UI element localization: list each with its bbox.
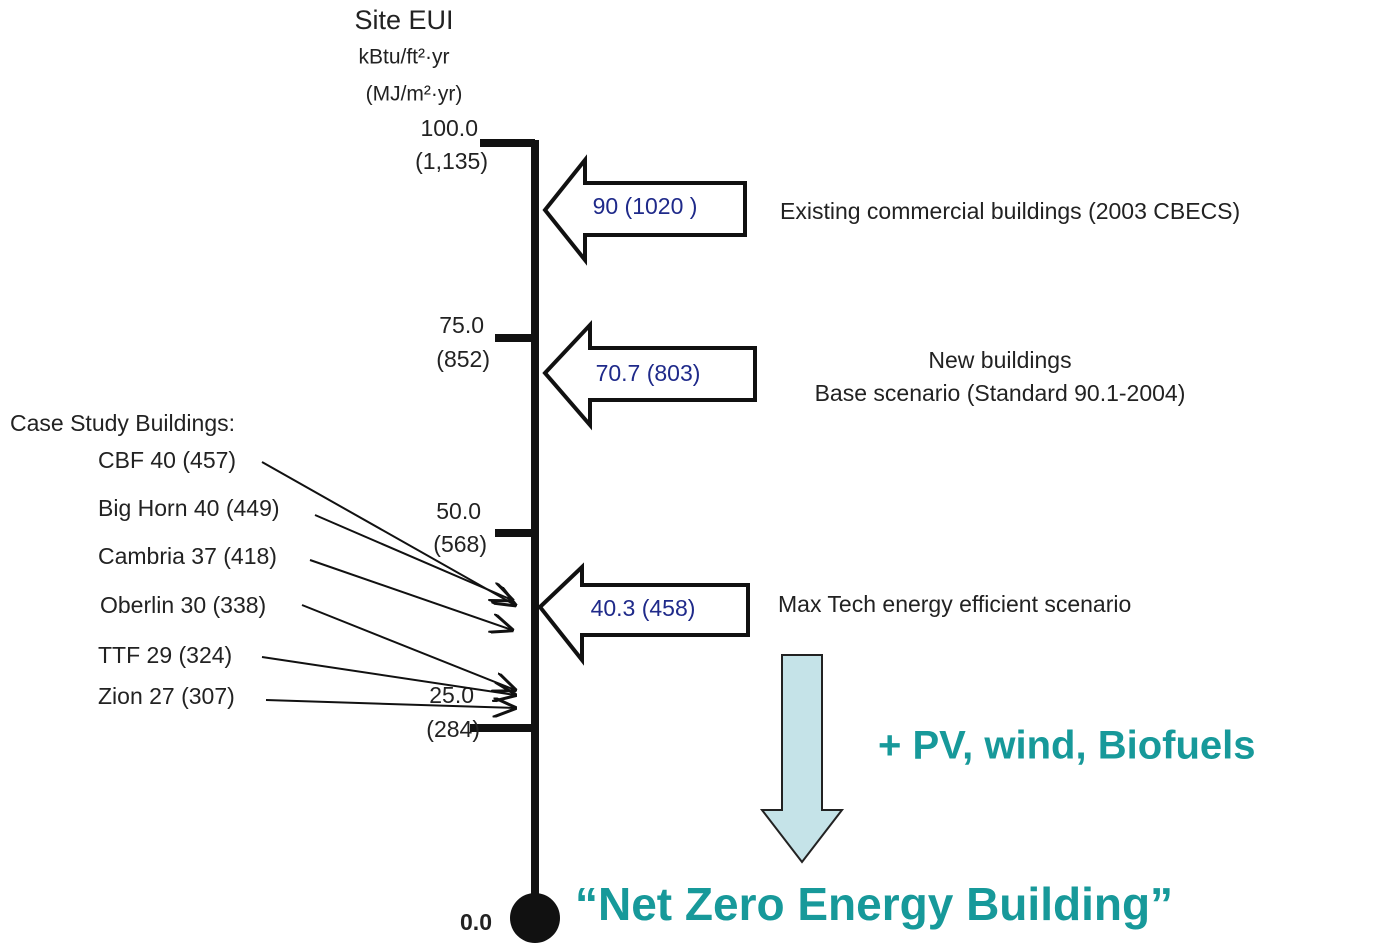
tick-label-si: (568)	[433, 531, 487, 557]
axis-unit: kBtu/ft²·yr	[358, 46, 449, 69]
marker-label: 40.3 (458)	[591, 595, 696, 621]
marker-description: Existing commercial buildings (2003 CBEC…	[780, 198, 1240, 224]
tick-label-si: (852)	[436, 346, 490, 372]
case-study: CBF 40 (457)	[98, 447, 236, 473]
case-study: Zion 27 (307)	[98, 683, 235, 709]
goal: “Net Zero Energy Building”	[575, 878, 1173, 930]
case-study: Oberlin 30 (338)	[100, 592, 266, 618]
marker-description: Max Tech energy efficient scenario	[778, 591, 1131, 617]
tick-label-si: (284)	[426, 716, 480, 742]
case-study: Cambria 37 (418)	[98, 543, 277, 569]
pointer	[309, 559, 512, 630]
axis-title: Site EUI	[354, 5, 453, 35]
down-arrow	[759, 654, 845, 864]
axis-unit-si: (MJ/m²·yr)	[366, 83, 463, 106]
renewables: + PV, wind, Biofuels	[878, 724, 1256, 768]
marker-label: 70.7 (803)	[596, 360, 701, 386]
tick-label: 50.0	[436, 498, 481, 524]
marker-arrow	[537, 562, 750, 666]
case-study: Big Horn 40 (449)	[98, 495, 280, 521]
pointer	[265, 700, 515, 708]
tick-label: 100.0	[420, 115, 478, 141]
tick-label-si: (1,135)	[415, 148, 488, 174]
marker-arrow	[542, 319, 757, 431]
pointer	[301, 604, 515, 690]
marker-label: 90 (1020 )	[593, 193, 698, 219]
marker-description: New buildings	[928, 347, 1071, 373]
case-study: TTF 29 (324)	[98, 642, 232, 668]
case-study-arrows	[261, 461, 515, 708]
zero-dot	[510, 893, 560, 943]
pointer	[261, 656, 515, 695]
tick-label: 75.0	[439, 312, 484, 338]
pointer	[314, 514, 512, 600]
marker-description: Base scenario (Standard 90.1-2004)	[815, 380, 1186, 406]
zero-label: 0.0	[460, 909, 492, 935]
ticks: 100.0 (1,135) 75.0 (852) 50.0 (568) 25.0…	[415, 115, 535, 742]
case-studies-title: Case Study Buildings:	[10, 410, 235, 436]
marker-arrow	[542, 154, 747, 266]
pointer	[261, 461, 515, 605]
